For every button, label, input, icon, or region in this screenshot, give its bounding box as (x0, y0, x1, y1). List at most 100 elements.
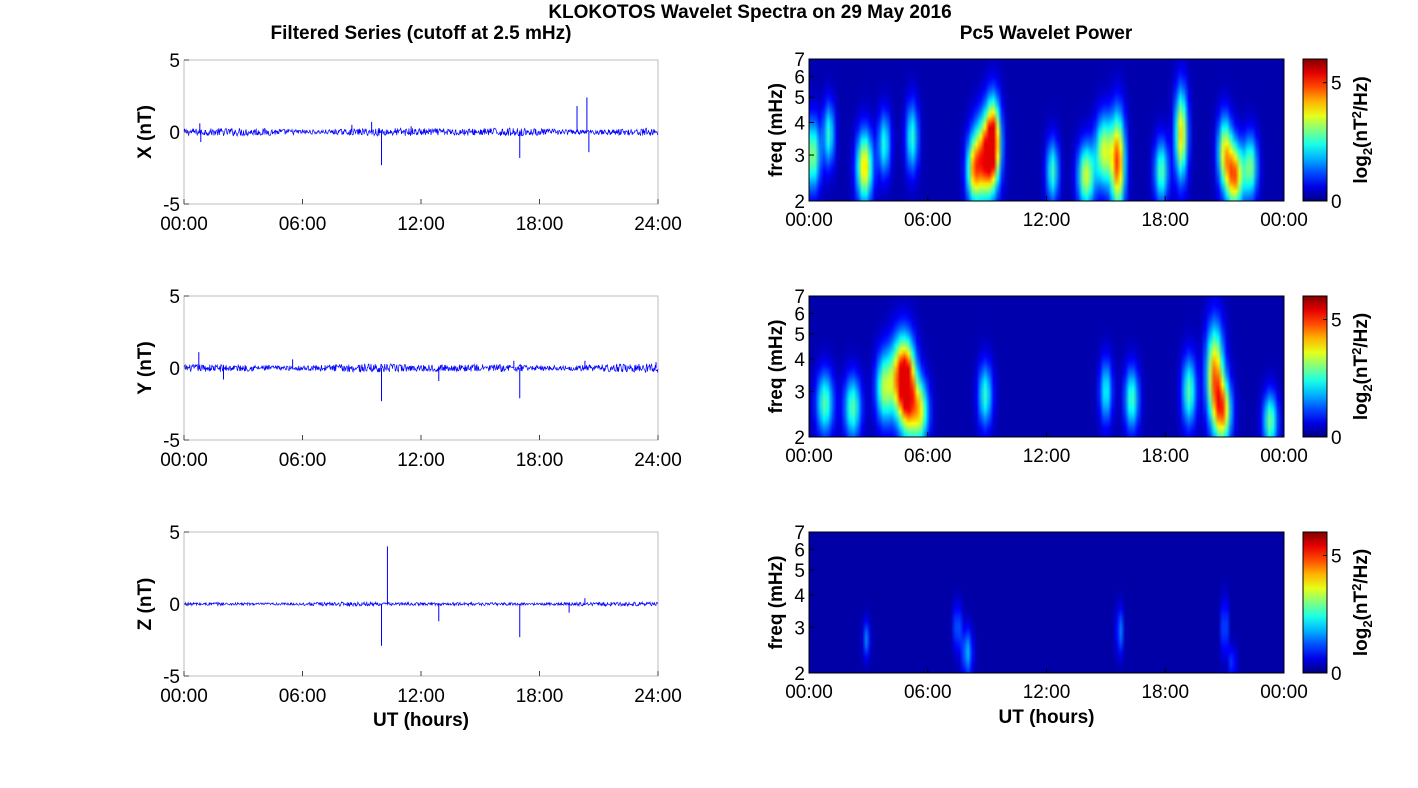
y-tick-label: 3 (794, 382, 805, 403)
y-axis-label: X (nT) (135, 105, 156, 159)
colorbar-tick-label: 5 (1331, 547, 1342, 568)
y-tick-label: 3 (794, 146, 805, 167)
x-tick-label: 12:00 (1023, 682, 1071, 703)
colorbar-label-part: /Hz) (1351, 76, 1372, 111)
right-column-title: Pc5 Wavelet Power (960, 23, 1133, 44)
y-tick-label: 5 (169, 287, 180, 308)
colorbar (1302, 58, 1328, 202)
colorbar-label-part: (nT (1351, 355, 1372, 385)
x-tick-label: 24:00 (634, 450, 682, 471)
figure-title: KLOKOTOS Wavelet Spectra on 29 May 2016 (548, 2, 951, 23)
y-axis-label: freq (mHz) (766, 556, 787, 650)
line-panel-y: 5 0 -500:00 06:00 12:00 18:00 24:00 Y (nT) (135, 287, 682, 471)
x-tick-label: 00:00 (785, 682, 833, 703)
y-tick-label: 5 (794, 561, 805, 582)
colorbar (1302, 531, 1328, 674)
x-tick-label: 00:00 (160, 214, 208, 235)
x-tick-label: 06:00 (279, 214, 327, 235)
x-tick-label: 06:00 (904, 682, 952, 703)
colorbar-label-part: /Hz) (1351, 549, 1372, 584)
colorbar-label-part: log (1351, 392, 1372, 421)
x-tick-label: 12:00 (397, 214, 445, 235)
colorbar-label-part: /Hz) (1351, 313, 1372, 348)
y-tick-label: 5 (794, 88, 805, 109)
x-tick-label: 00:00 (160, 686, 208, 707)
y-tick-label: 2 (794, 192, 805, 213)
x-tick-label: 24:00 (634, 686, 682, 707)
x-axis-label: UT (hours) (998, 707, 1094, 728)
x-tick-label: 00:00 (785, 446, 833, 467)
colorbar-label-part: 2 (1349, 348, 1364, 355)
colorbar (1302, 295, 1328, 438)
y-tick-label: 0 (169, 595, 180, 616)
y-tick-label: 4 (794, 586, 805, 607)
x-tick-label: 12:00 (397, 450, 445, 471)
x-tick-label: 06:00 (904, 210, 952, 231)
y-tick-label: 7 (794, 523, 805, 544)
colorbar-label-part: (nT (1351, 118, 1372, 148)
y-tick-label: 6 (794, 67, 805, 88)
colorbar-label: log2(nT2/Hz) (1349, 76, 1375, 183)
colorbar-label-part: 2 (1349, 584, 1364, 591)
y-tick-label: -5 (163, 195, 180, 216)
y-tick-label: 3 (794, 618, 805, 639)
colorbar-tick-label: 0 (1331, 664, 1342, 685)
line-panel-z: 5 0 -500:00 06:00 12:00 18:00 24:00 Z (nT) UT (h… (135, 523, 682, 731)
colorbar-label-part: 2 (1349, 111, 1364, 118)
y-tick-label: 4 (794, 350, 805, 371)
x-tick-label: 06:00 (904, 446, 952, 467)
x-tick-label: 18:00 (1141, 446, 1189, 467)
x-tick-label: 00:00 (1260, 446, 1308, 467)
wavelet-power-image (809, 532, 1284, 673)
colorbar-tick-label: 5 (1331, 74, 1342, 95)
y-tick-label: 5 (169, 523, 180, 544)
y-tick-label: -5 (163, 431, 180, 452)
x-tick-label: 06:00 (279, 686, 327, 707)
x-tick-label: 00:00 (785, 210, 833, 231)
y-tick-label: 5 (794, 325, 805, 346)
y-tick-label: 2 (794, 664, 805, 685)
colorbar-tick-label: 0 (1331, 428, 1342, 449)
y-tick-label: 6 (794, 540, 805, 561)
colorbar-label-part: 2 (1360, 384, 1375, 391)
y-axis-label: Y (nT) (135, 341, 156, 394)
wavelet-power-image (809, 296, 1284, 437)
y-tick-label: 0 (169, 123, 180, 144)
x-tick-label: 18:00 (1141, 682, 1189, 703)
x-tick-label: 00:00 (1260, 210, 1308, 231)
x-tick-label: 12:00 (397, 686, 445, 707)
x-tick-label: 24:00 (634, 214, 682, 235)
y-tick-label: 6 (794, 304, 805, 325)
colorbar-tick-label: 5 (1331, 311, 1342, 332)
y-tick-label: -5 (163, 667, 180, 688)
x-tick-label: 06:00 (279, 450, 327, 471)
colorbar-label: log2(nT2/Hz) (1349, 313, 1375, 420)
left-column-title: Filtered Series (cutoff at 2.5 mHz) (271, 23, 572, 44)
wavelet-power-image (809, 59, 1284, 201)
y-axis-label: freq (mHz) (766, 83, 787, 177)
y-tick-label: 2 (794, 428, 805, 449)
x-tick-label: 18:00 (1141, 210, 1189, 231)
x-tick-label: 18:00 (516, 686, 564, 707)
series-trace (183, 363, 659, 374)
series-trace (183, 127, 659, 137)
y-tick-label: 7 (794, 287, 805, 308)
x-tick-label: 12:00 (1023, 210, 1071, 231)
x-tick-label: 18:00 (516, 450, 564, 471)
x-tick-label: 18:00 (516, 214, 564, 235)
colorbar-label: log2(nT2/Hz) (1349, 549, 1375, 656)
y-tick-label: 5 (169, 51, 180, 72)
y-tick-label: 0 (169, 359, 180, 380)
colorbar-tick-label: 0 (1331, 192, 1342, 213)
y-tick-label: 4 (794, 113, 805, 134)
colorbar-label-part: log (1351, 628, 1372, 657)
colorbar-label-part: 2 (1360, 148, 1375, 155)
colorbar-label-part: (nT (1351, 591, 1372, 621)
colorbar-label-part: log (1351, 155, 1372, 184)
plot-frame (183, 295, 659, 441)
chart-panels: 50-500:00 06:00 12:00 18:00 24:00X (nT)50-50… (135, 50, 1375, 731)
x-tick-label: 00:00 (160, 450, 208, 471)
